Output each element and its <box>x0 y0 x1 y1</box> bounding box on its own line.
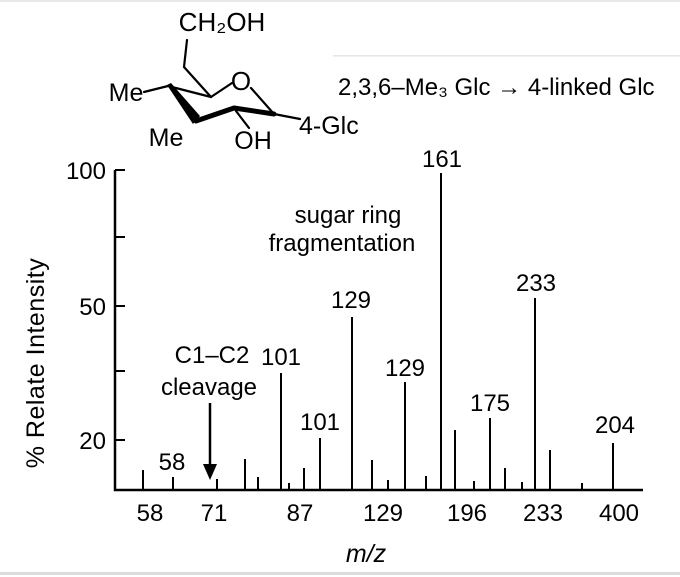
peak-label: 58 <box>159 449 186 476</box>
bond-ring-front-bold <box>193 105 277 124</box>
x-tick-label: 233 <box>523 500 563 527</box>
annotation-sugar-line1: sugar ring <box>295 202 402 229</box>
bond-c4-me <box>142 84 170 94</box>
bond-c4-c5 <box>166 84 213 99</box>
y-tick-label: 100 <box>66 158 106 185</box>
annotation-sugar-ring-fragmentation: sugar ring fragmentation <box>269 202 416 257</box>
label-oh: OH <box>234 127 272 155</box>
peak-label: 175 <box>470 390 510 417</box>
x-tick-label: 71 <box>201 500 228 527</box>
y-axis-title: % Relate Intensity <box>22 258 50 469</box>
peak-label: 101 <box>261 344 301 371</box>
peak-label: 233 <box>516 270 556 297</box>
label-4glc: 4-Glc <box>299 112 359 140</box>
axes: 100 50 20 58 71 87 129 196 233 400 <box>66 158 643 527</box>
bond-c1-glc <box>272 112 302 121</box>
peak-label: 129 <box>331 287 371 314</box>
label-ch2oh: CH₂OH <box>179 7 266 37</box>
wedge-bond-c4-c3 <box>167 83 200 124</box>
x-tick-label: 58 <box>137 500 164 527</box>
y-tick-label: 50 <box>79 294 106 321</box>
x-tick-label: 400 <box>599 500 639 527</box>
bond-c2-oh <box>234 109 251 130</box>
scan-artifact-bottom <box>0 572 680 575</box>
scan-artifact-top <box>0 0 680 2</box>
x-tick-label: 129 <box>363 500 403 527</box>
spectrum-peaks <box>142 173 614 490</box>
axis-lines <box>113 170 643 492</box>
annotation-cleavage-line2: cleavage <box>161 374 257 401</box>
label-ring-oxygen: O <box>231 66 251 96</box>
bond-c5-o <box>209 81 234 99</box>
bond-o-c1 <box>249 86 276 116</box>
annotation-c1-c2-cleavage: C1–C2 cleavage <box>161 342 257 480</box>
bond-c6-chain <box>182 38 213 99</box>
annotation-cleavage-line1: C1–C2 <box>175 342 250 369</box>
x-tick-label: 87 <box>287 500 314 527</box>
down-arrow-head-icon <box>203 464 217 480</box>
x-axis-title: m/z <box>346 540 387 568</box>
molecule-structure: CH₂OH O Me Me OH 4-Glc <box>109 7 359 155</box>
spectrum-peak-labels: 58 101 101 129 129 161 175 233 204 <box>159 146 635 476</box>
peak-label: 129 <box>385 355 425 382</box>
reaction-title: 2,3,6–Me₃ Glc → 4-linked Glc <box>338 74 655 101</box>
peak-label: 101 <box>300 409 340 436</box>
peak-label: 161 <box>422 146 462 173</box>
annotation-sugar-line2: fragmentation <box>269 230 416 257</box>
peak-label: 204 <box>595 412 635 439</box>
label-me-bottom: Me <box>149 124 184 152</box>
label-me-top: Me <box>109 79 144 107</box>
x-tick-label: 196 <box>447 500 487 527</box>
y-tick-label: 20 <box>79 428 106 455</box>
scan-artifact-mid <box>333 55 680 57</box>
